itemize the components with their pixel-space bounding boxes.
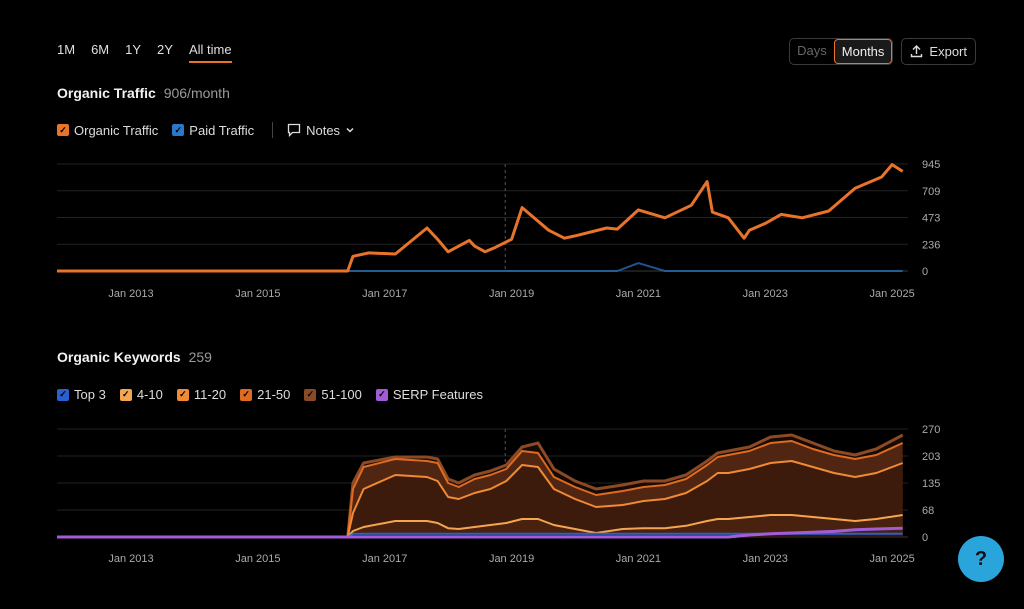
- legend-serp-features[interactable]: ✓ SERP Features: [375, 387, 483, 402]
- series-line: [57, 262, 903, 272]
- x-tick-label: Jan 2023: [743, 288, 788, 300]
- x-tick-label: Jan 2015: [235, 553, 280, 565]
- keywords-title-text: Organic Keywords: [57, 349, 181, 365]
- serp-features-line: [57, 526, 903, 539]
- traffic-legend: ✓ Organic Traffic ✓ Paid Traffic Notes: [57, 122, 369, 138]
- legend-label: 4-10: [136, 387, 163, 402]
- export-label: Export: [929, 44, 967, 59]
- checkbox-icon: ✓: [240, 388, 253, 401]
- keywords-subtitle: 259: [188, 349, 212, 365]
- top-right-controls: Days Months Export: [789, 38, 976, 65]
- legend-label: Top 3: [74, 387, 106, 402]
- series-line: [57, 163, 904, 273]
- y-tick-label: 270: [922, 424, 940, 436]
- x-tick-label: Jan 2025: [870, 553, 915, 565]
- checkbox-icon: ✓: [172, 124, 185, 136]
- legend-51-100[interactable]: ✓ 51-100: [304, 387, 362, 402]
- checkbox-icon: ✓: [176, 388, 189, 401]
- organic-keywords-chart: 270 203 135 68 0 Jan 2013 Jan 2015 Jan 2017 Jan …: [57, 424, 940, 565]
- legend-label: SERP Features: [392, 387, 483, 402]
- series-area: [57, 515, 903, 537]
- traffic-title: Organic Traffic 906/month: [57, 85, 230, 101]
- chevron-down-icon: [346, 127, 354, 133]
- x-tick-label: Jan 2021: [616, 553, 661, 565]
- tab-all-time[interactable]: All time: [188, 42, 232, 63]
- series-line: [57, 514, 903, 538]
- x-tick-label: Jan 2021: [616, 288, 661, 300]
- y-tick-label: 945: [922, 159, 940, 171]
- upload-icon: [911, 45, 923, 58]
- days-button[interactable]: Days: [797, 43, 827, 58]
- legend-paid-traffic[interactable]: ✓ Paid Traffic: [172, 123, 254, 138]
- y-tick-label: 473: [922, 213, 940, 225]
- keywords-title: Organic Keywords 259: [57, 349, 212, 365]
- legend-divider: [272, 122, 274, 138]
- granularity-toggle: Days Months: [789, 38, 894, 65]
- keywords-legend: ✓ Top 3 ✓ 4-10 ✓ 11-20 ✓ 21-50 ✓ 51-100 ✓ SERP…: [57, 387, 497, 402]
- legend-top3[interactable]: ✓ Top 3: [57, 387, 106, 402]
- x-tick-label: Jan 2017: [362, 288, 407, 300]
- export-button[interactable]: Export: [901, 38, 976, 65]
- series-line: [57, 440, 904, 538]
- x-tick-label: Jan 2013: [108, 288, 153, 300]
- legend-organic-label: Organic Traffic: [74, 122, 159, 138]
- traffic-title-text: Organic Traffic: [57, 85, 156, 101]
- checkbox-icon: ✓: [375, 388, 388, 401]
- checkbox-icon: ✓: [57, 388, 69, 401]
- help-button[interactable]: ?: [958, 536, 1004, 582]
- x-tick-label: Jan 2023: [743, 553, 788, 565]
- y-tick-label: 68: [922, 505, 934, 517]
- legend-11-20[interactable]: ✓ 11-20: [176, 387, 227, 402]
- checkbox-icon: ✓: [57, 124, 69, 136]
- y-tick-label: 0: [922, 266, 928, 278]
- series-line: [57, 433, 904, 539]
- y-tick-label: 135: [922, 478, 940, 490]
- y-tick-label: 236: [922, 239, 940, 251]
- tab-1m[interactable]: 1M: [57, 42, 76, 57]
- notes-label: Notes: [306, 122, 341, 138]
- organic-traffic-chart: 945 709 473 236 0 Jan 2013 Jan 2015 Jan 2017 Jan…: [57, 159, 940, 300]
- tab-1y[interactable]: 1Y: [125, 42, 142, 57]
- legend-paid-label: Paid Traffic: [189, 122, 255, 138]
- series-line: [57, 460, 904, 538]
- legend-4-10[interactable]: ✓ 4-10: [119, 387, 163, 402]
- tab-6m[interactable]: 6M: [91, 42, 110, 57]
- y-tick-label: 203: [922, 451, 940, 463]
- x-tick-label: Jan 2013: [108, 553, 153, 565]
- series-area: [57, 461, 903, 537]
- y-tick-label: 709: [922, 186, 940, 198]
- legend-label: 21-50: [257, 387, 291, 402]
- checkbox-icon: ✓: [304, 388, 317, 401]
- checkbox-icon: ✓: [119, 388, 132, 401]
- x-tick-label: Jan 2017: [362, 553, 407, 565]
- legend-label: 51-100: [321, 387, 362, 402]
- months-button[interactable]: Months: [833, 39, 893, 64]
- comment-icon: [287, 123, 301, 137]
- legend-organic-traffic[interactable]: ✓ Organic Traffic: [57, 123, 158, 138]
- x-tick-label: Jan 2015: [235, 288, 280, 300]
- x-tick-label: Jan 2025: [870, 288, 915, 300]
- traffic-subtitle: 906/month: [163, 85, 230, 101]
- legend-21-50[interactable]: ✓ 21-50: [240, 387, 290, 402]
- tab-2y[interactable]: 2Y: [157, 42, 173, 57]
- legend-label: 11-20: [193, 387, 227, 402]
- x-tick-label: Jan 2019: [489, 553, 534, 565]
- time-range-tabs: 1M 6M 1Y 2Y All time: [57, 42, 248, 63]
- x-tick-label: Jan 2019: [489, 288, 534, 300]
- notes-dropdown[interactable]: Notes: [287, 123, 355, 138]
- y-tick-label: 0: [922, 532, 928, 544]
